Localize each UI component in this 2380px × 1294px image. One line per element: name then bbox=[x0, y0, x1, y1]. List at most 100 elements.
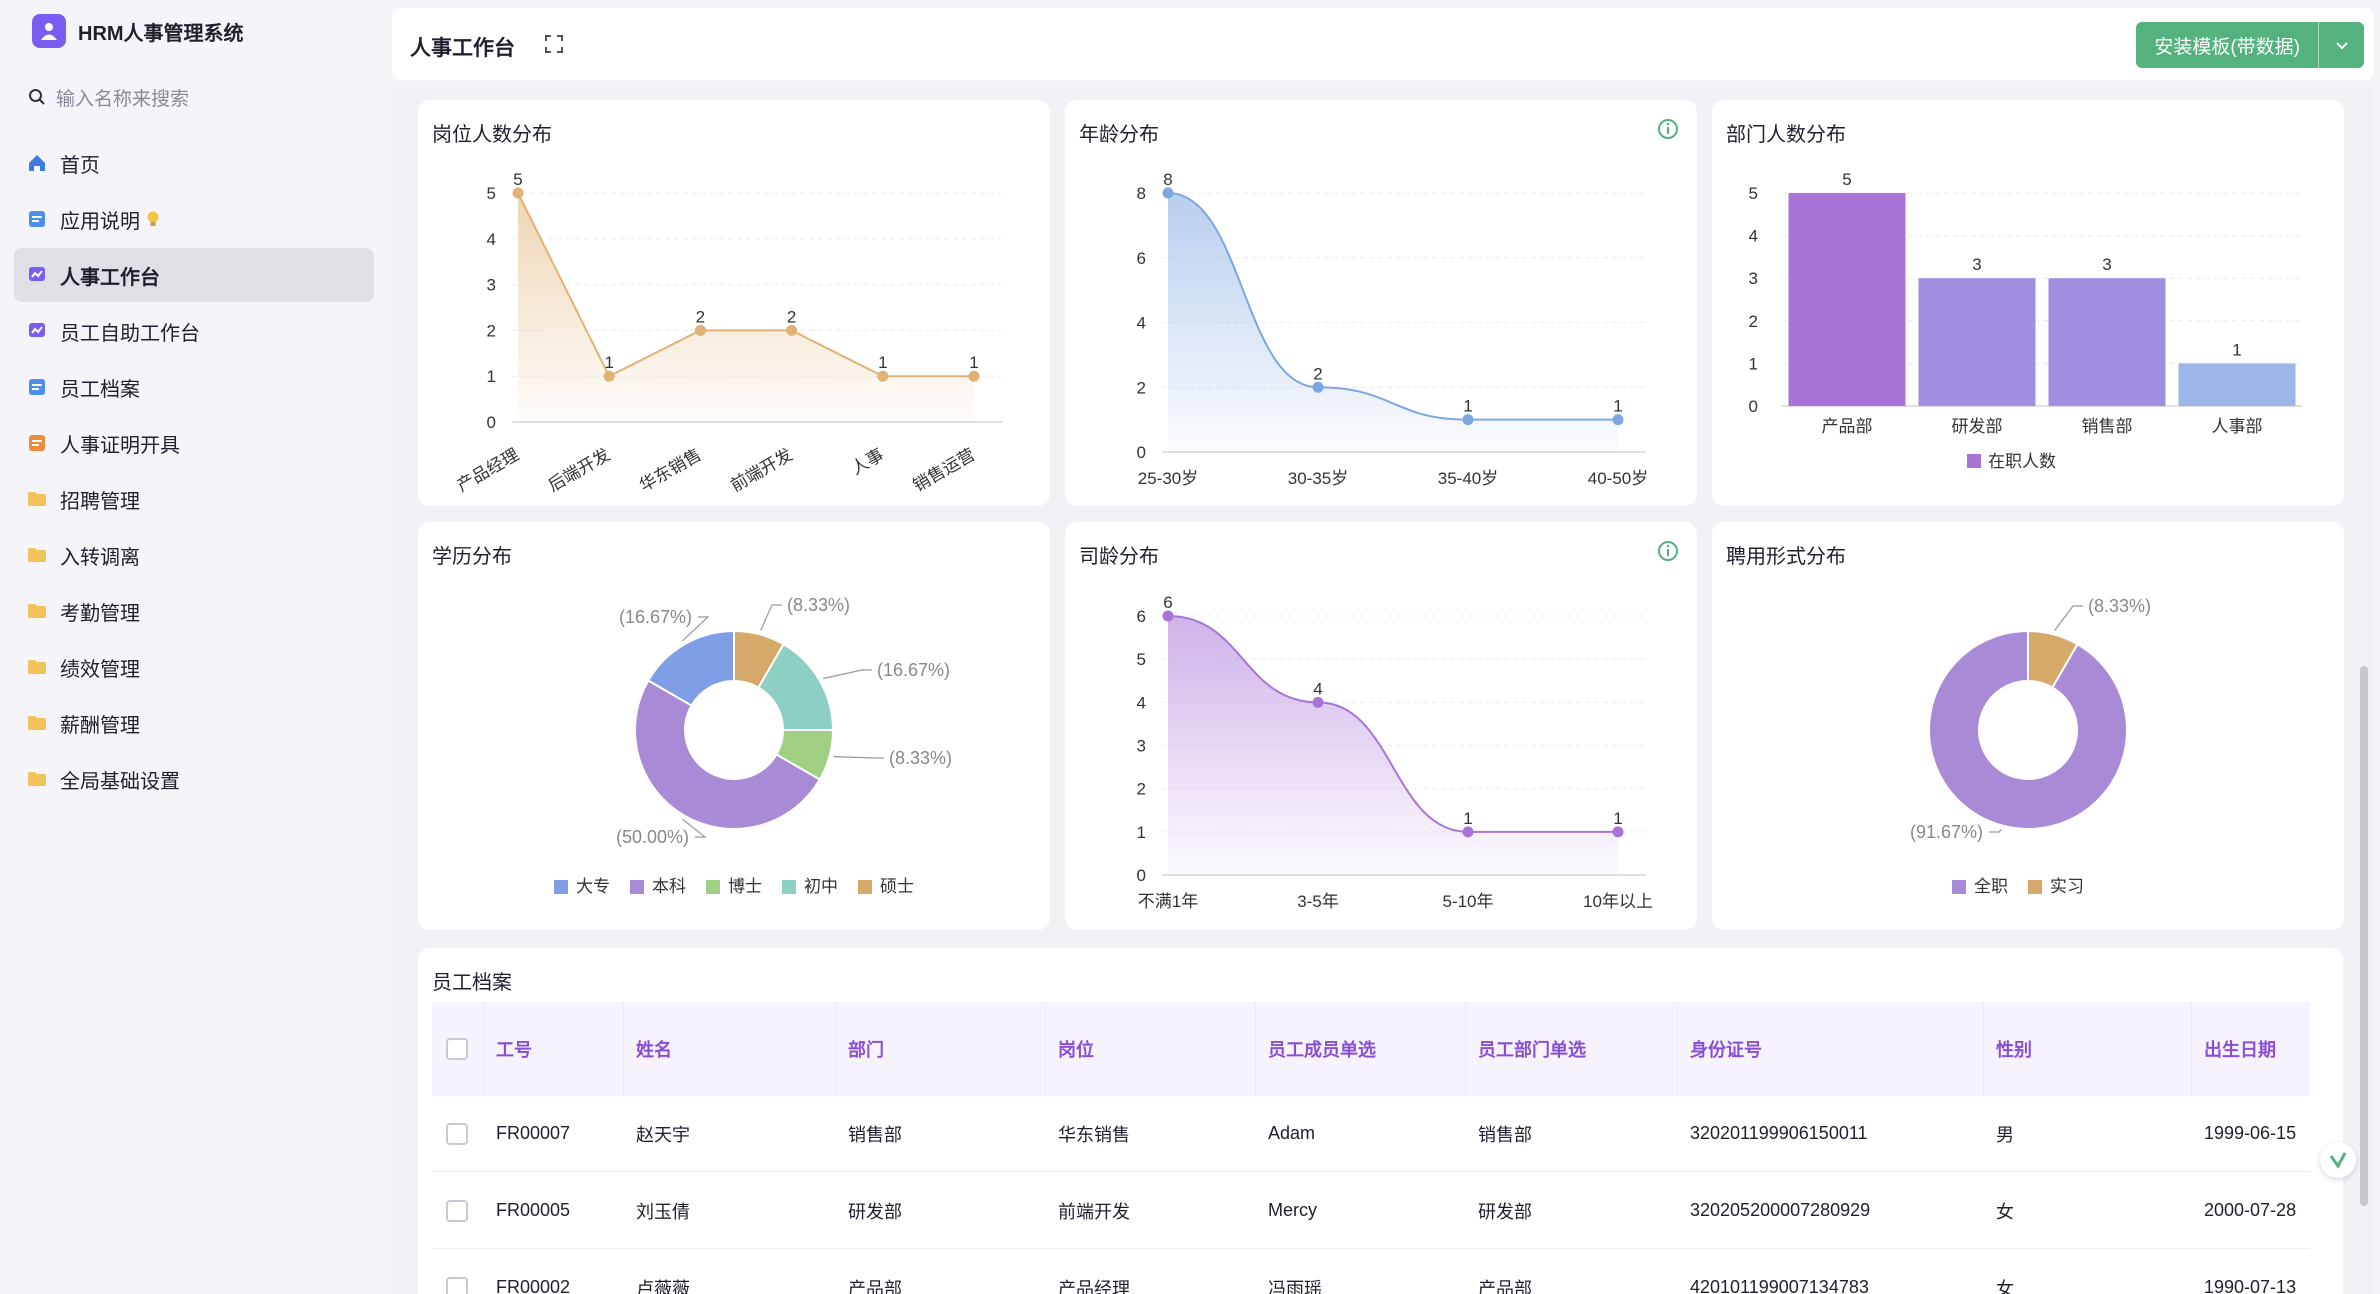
row-checkbox[interactable] bbox=[446, 1199, 468, 1222]
sidebar-item-performance[interactable]: 绩效管理 bbox=[14, 640, 374, 694]
card-title: 聘用形式分布 bbox=[1726, 546, 1846, 568]
row-checkbox-cell bbox=[432, 1096, 484, 1171]
x-tick-label: 25-30岁 bbox=[1138, 469, 1198, 488]
sidebar-item-employee-records[interactable]: 员工档案 bbox=[14, 360, 374, 414]
table-cell: 赵天宇 bbox=[636, 1124, 690, 1145]
column-header[interactable]: 员工成员单选 bbox=[1256, 1002, 1466, 1096]
folder-icon bbox=[26, 712, 48, 734]
pie-slice bbox=[1928, 629, 2128, 830]
card-title: 司龄分布 bbox=[1079, 546, 1159, 568]
y-tick-label: 5 bbox=[487, 184, 496, 203]
y-tick-label: 3 bbox=[1137, 737, 1146, 756]
legend-label: 在职人数 bbox=[1988, 452, 2056, 471]
data-point bbox=[786, 324, 798, 336]
table-cell: 女 bbox=[1996, 1201, 2014, 1222]
data-label: 2 bbox=[1313, 364, 1322, 383]
card-tenure-distribution: 司龄分布 0 1 2 3 4 5 6 6 不满1年 4 3-5年 1 5-10年 1 10年以上 bbox=[1065, 522, 1697, 930]
install-template-button[interactable]: 安装模板(带数据) bbox=[2136, 22, 2364, 68]
card-title: 岗位人数分布 bbox=[432, 124, 552, 146]
column-header[interactable]: 性别 bbox=[1984, 1002, 2192, 1096]
sidebar-item-home[interactable]: 首页 bbox=[14, 136, 374, 190]
scrollbar[interactable] bbox=[2360, 666, 2368, 1206]
sidebar-item-label: 人事证明开具 bbox=[60, 434, 180, 457]
select-all-checkbox-cell bbox=[432, 1002, 484, 1096]
y-tick-label: 6 bbox=[1137, 249, 1146, 268]
y-tick-label: 4 bbox=[487, 230, 496, 249]
lightbulb-icon bbox=[146, 210, 160, 228]
info-icon[interactable] bbox=[1657, 118, 1679, 140]
sidebar-item-label: 绩效管理 bbox=[60, 658, 140, 681]
legend-label: 初中 bbox=[804, 877, 838, 896]
table-row[interactable]: FR00002 卢薇薇 产品部 产品经理 冯雨瑶 产品部 42010119900713478… bbox=[432, 1250, 2310, 1294]
data-label: 6 bbox=[1163, 593, 1172, 612]
app-logo-icon bbox=[32, 14, 66, 48]
table-cell: 华东销售 bbox=[1058, 1124, 1130, 1145]
row-checkbox-cell bbox=[432, 1250, 484, 1294]
x-tick-label: 产品经理 bbox=[454, 445, 522, 495]
x-tick-label: 人事部 bbox=[2212, 417, 2263, 436]
sidebar-item-global-settings[interactable]: 全局基础设置 bbox=[14, 752, 374, 806]
data-point bbox=[1312, 381, 1324, 393]
sidebar-item-onboarding-transfer[interactable]: 入转调离 bbox=[14, 528, 374, 582]
column-header[interactable]: 工号 bbox=[484, 1002, 624, 1096]
data-point bbox=[1162, 187, 1174, 199]
brand[interactable]: HRM人事管理系统 bbox=[32, 14, 244, 48]
table-row[interactable]: FR00005 刘玉倩 研发部 前端开发 Mercy 研发部 320205200007280… bbox=[432, 1173, 2310, 1249]
x-tick-label: 研发部 bbox=[1952, 417, 2003, 436]
column-header[interactable]: 岗位 bbox=[1046, 1002, 1256, 1096]
select-all-checkbox[interactable] bbox=[446, 1038, 468, 1060]
sidebar-item-app-guide[interactable]: 应用说明 bbox=[14, 192, 374, 246]
tenure-chart: 0 1 2 3 4 5 66 不满1年 4 3-5年 1 5-10年 1 10年以上 bbox=[1137, 593, 1653, 911]
education-chart: (8.33%) (16.67%) (8.33%) (50.00%) (16.67%) 大专… bbox=[554, 595, 952, 896]
sidebar-item-label: 薪酬管理 bbox=[60, 714, 140, 737]
row-checkbox[interactable] bbox=[446, 1122, 468, 1145]
card-employment-distribution: 聘用形式分布 (8.33%) (91.67%) 全职 实习 bbox=[1712, 522, 2344, 930]
data-point bbox=[1612, 826, 1624, 838]
employment-chart: (8.33%) (91.67%) 全职 实习 bbox=[1910, 596, 2151, 896]
sidebar-item-self-service[interactable]: 员工自助工作台 bbox=[14, 304, 374, 358]
chevron-down-icon[interactable] bbox=[2318, 22, 2364, 68]
pie-slice bbox=[646, 629, 735, 707]
table-cell: FR00005 bbox=[496, 1200, 571, 1220]
row-checkbox[interactable] bbox=[446, 1276, 468, 1294]
legend-swatch bbox=[706, 880, 720, 894]
install-template-label[interactable]: 安装模板(带数据) bbox=[2154, 36, 2300, 58]
search-icon bbox=[29, 89, 45, 105]
sidebar-item-hr-certificate[interactable]: 人事证明开具 bbox=[14, 416, 374, 470]
table-row[interactable]: FR00007 赵天宇 销售部 华东销售 Adam 销售部 3202011999061500… bbox=[432, 1096, 2310, 1172]
sidebar-item-payroll[interactable]: 薪酬管理 bbox=[14, 696, 374, 750]
table-cell: Mercy bbox=[1268, 1200, 1317, 1220]
slice-label: (8.33%) bbox=[889, 748, 952, 768]
column-header[interactable]: 身份证号 bbox=[1678, 1002, 1984, 1096]
x-tick-label: 10年以上 bbox=[1583, 892, 1653, 911]
column-header[interactable]: 出生日期 bbox=[2204, 1040, 2276, 1060]
table-cell: Adam bbox=[1268, 1123, 1316, 1143]
sidebar-item-label: 入转调离 bbox=[60, 546, 140, 569]
search-input[interactable]: 输入名称来搜索 bbox=[56, 88, 190, 110]
table-cell: 女 bbox=[1996, 1278, 2014, 1294]
info-icon[interactable] bbox=[1657, 540, 1679, 562]
fullscreen-icon[interactable] bbox=[542, 32, 566, 56]
column-header[interactable]: 员工部门单选 bbox=[1466, 1002, 1678, 1096]
table-cell: 1990-07-13 bbox=[2204, 1277, 2297, 1294]
table-cell: 产品经理 bbox=[1058, 1278, 1130, 1294]
data-point bbox=[1162, 610, 1174, 622]
y-tick-label: 0 bbox=[1137, 866, 1146, 885]
data-label: 4 bbox=[1313, 679, 1322, 698]
table-cell: 产品部 bbox=[848, 1278, 902, 1294]
sidebar-item-recruitment[interactable]: 招聘管理 bbox=[14, 472, 374, 526]
certificate-icon bbox=[26, 432, 48, 454]
sidebar-item-hr-workbench[interactable]: 人事工作台 bbox=[14, 248, 374, 302]
table-cell: 320205200007280929 bbox=[1690, 1200, 1871, 1220]
column-header[interactable]: 姓名 bbox=[624, 1002, 836, 1096]
search-bar[interactable]: 输入名称来搜索 bbox=[28, 82, 189, 112]
data-label: 2 bbox=[787, 307, 796, 326]
floating-action-button[interactable] bbox=[2320, 1142, 2356, 1178]
table-cell: 320201199906150011 bbox=[1690, 1123, 1868, 1143]
label-leader bbox=[682, 616, 710, 642]
sidebar-item-label: 员工档案 bbox=[60, 378, 140, 401]
table-cell: 销售部 bbox=[1478, 1124, 1532, 1145]
column-header[interactable]: 部门 bbox=[836, 1002, 1046, 1096]
table-cell: 2000-07-28 bbox=[2204, 1200, 2297, 1220]
sidebar-item-attendance[interactable]: 考勤管理 bbox=[14, 584, 374, 638]
